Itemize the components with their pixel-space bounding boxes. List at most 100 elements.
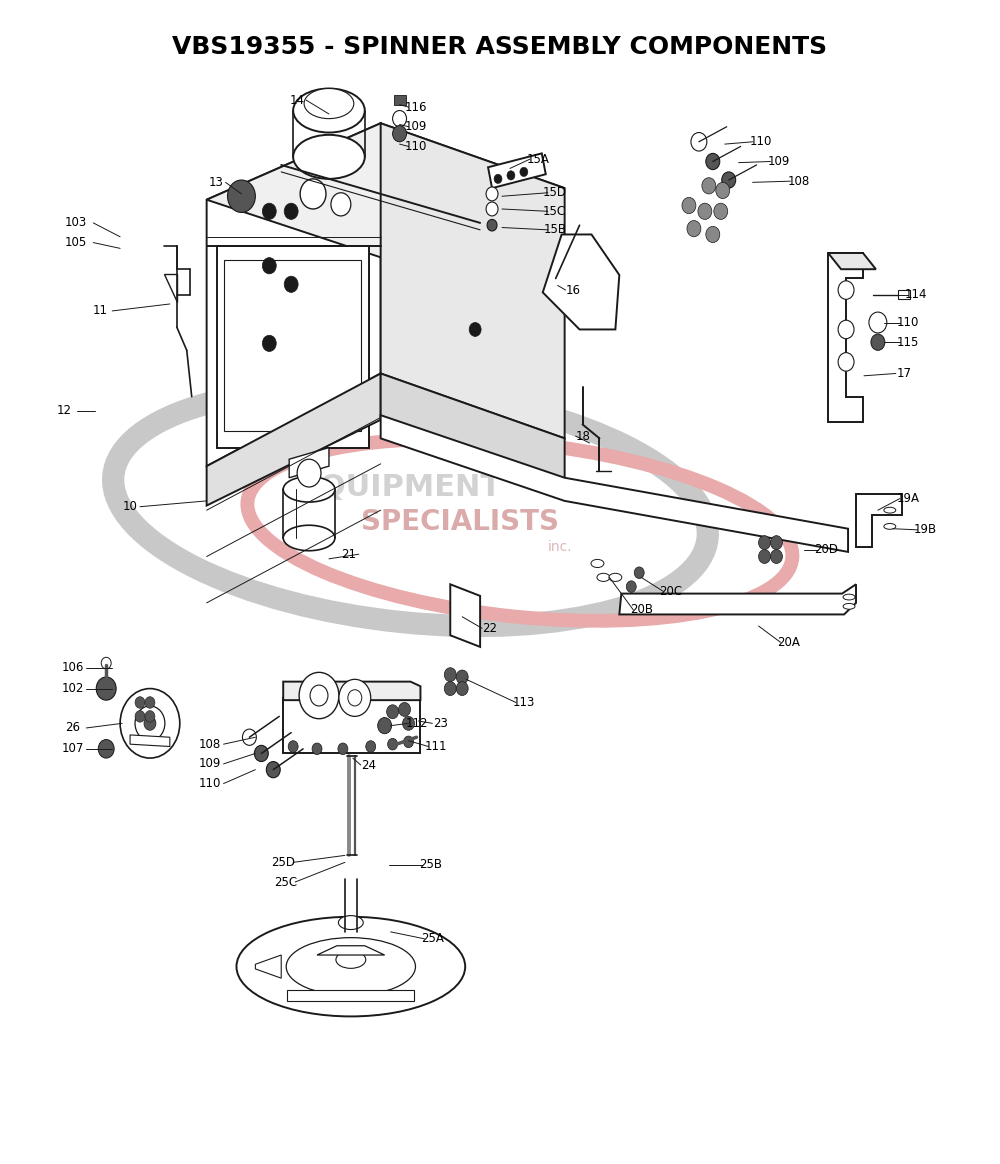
Circle shape bbox=[706, 154, 720, 170]
Circle shape bbox=[366, 740, 376, 752]
Polygon shape bbox=[828, 253, 863, 423]
Text: 108: 108 bbox=[198, 738, 221, 751]
Circle shape bbox=[507, 171, 515, 180]
Circle shape bbox=[520, 168, 528, 177]
Text: inc.: inc. bbox=[547, 540, 572, 554]
Text: 24: 24 bbox=[361, 759, 376, 772]
Text: 15C: 15C bbox=[543, 205, 566, 218]
Text: SPECIALISTS: SPECIALISTS bbox=[361, 508, 559, 535]
Text: 15B: 15B bbox=[543, 223, 566, 236]
Text: 20B: 20B bbox=[630, 603, 653, 616]
Text: 110: 110 bbox=[897, 315, 919, 329]
Text: 102: 102 bbox=[61, 682, 84, 695]
Text: 110: 110 bbox=[404, 140, 427, 152]
Text: 22: 22 bbox=[483, 622, 498, 634]
Text: 13: 13 bbox=[209, 176, 224, 189]
Polygon shape bbox=[488, 154, 546, 189]
Text: 116: 116 bbox=[404, 100, 427, 114]
Circle shape bbox=[144, 716, 156, 730]
Polygon shape bbox=[543, 234, 619, 329]
Text: 107: 107 bbox=[61, 743, 84, 755]
Text: 103: 103 bbox=[64, 217, 86, 229]
Ellipse shape bbox=[336, 951, 366, 968]
Text: 109: 109 bbox=[198, 758, 221, 771]
Text: EQUIPMENT: EQUIPMENT bbox=[299, 473, 502, 502]
Ellipse shape bbox=[884, 508, 896, 513]
Circle shape bbox=[310, 686, 328, 705]
Text: 14: 14 bbox=[290, 93, 305, 107]
Circle shape bbox=[300, 179, 326, 210]
Polygon shape bbox=[317, 946, 385, 954]
Polygon shape bbox=[450, 584, 480, 647]
Text: 17: 17 bbox=[896, 367, 911, 379]
Text: 25D: 25D bbox=[271, 856, 295, 868]
Circle shape bbox=[404, 736, 413, 747]
Circle shape bbox=[101, 658, 111, 669]
Circle shape bbox=[96, 677, 116, 701]
Circle shape bbox=[254, 745, 268, 761]
Circle shape bbox=[687, 220, 701, 236]
Text: VBS19355 - SPINNER ASSEMBLY COMPONENTS: VBS19355 - SPINNER ASSEMBLY COMPONENTS bbox=[172, 35, 828, 59]
Text: 23: 23 bbox=[433, 717, 448, 730]
Circle shape bbox=[706, 226, 720, 242]
Circle shape bbox=[403, 716, 414, 730]
Circle shape bbox=[135, 705, 165, 740]
Circle shape bbox=[469, 322, 481, 336]
Circle shape bbox=[284, 204, 298, 219]
Circle shape bbox=[331, 193, 351, 217]
Circle shape bbox=[262, 257, 276, 274]
Ellipse shape bbox=[843, 603, 855, 609]
Polygon shape bbox=[283, 682, 420, 701]
Text: 19A: 19A bbox=[896, 492, 919, 505]
Text: 109: 109 bbox=[767, 155, 790, 168]
Ellipse shape bbox=[338, 916, 363, 930]
Circle shape bbox=[378, 717, 392, 733]
Circle shape bbox=[135, 710, 145, 722]
Text: 105: 105 bbox=[64, 236, 86, 249]
Ellipse shape bbox=[843, 594, 855, 599]
Ellipse shape bbox=[293, 88, 365, 133]
Text: 15A: 15A bbox=[526, 152, 549, 165]
Text: 109: 109 bbox=[404, 120, 427, 133]
Ellipse shape bbox=[304, 88, 354, 119]
Circle shape bbox=[262, 204, 276, 219]
Circle shape bbox=[135, 697, 145, 708]
Circle shape bbox=[387, 704, 399, 718]
Circle shape bbox=[691, 133, 707, 151]
Polygon shape bbox=[224, 260, 361, 432]
Circle shape bbox=[487, 219, 497, 230]
Circle shape bbox=[338, 743, 348, 754]
Circle shape bbox=[759, 535, 770, 549]
Text: 110: 110 bbox=[198, 778, 221, 790]
Ellipse shape bbox=[609, 574, 622, 582]
Circle shape bbox=[871, 334, 885, 350]
Ellipse shape bbox=[884, 524, 896, 530]
Circle shape bbox=[456, 670, 468, 684]
Ellipse shape bbox=[597, 574, 610, 582]
Text: 111: 111 bbox=[425, 740, 448, 753]
Circle shape bbox=[716, 183, 730, 199]
Circle shape bbox=[98, 739, 114, 758]
Circle shape bbox=[838, 353, 854, 371]
Polygon shape bbox=[381, 374, 565, 480]
Circle shape bbox=[838, 320, 854, 339]
Circle shape bbox=[312, 743, 322, 754]
Polygon shape bbox=[207, 374, 381, 505]
Polygon shape bbox=[217, 246, 369, 448]
Circle shape bbox=[456, 682, 468, 696]
Text: 16: 16 bbox=[566, 284, 581, 297]
Text: 18: 18 bbox=[576, 430, 591, 442]
Circle shape bbox=[348, 690, 362, 705]
Polygon shape bbox=[207, 123, 381, 466]
Text: 110: 110 bbox=[749, 135, 772, 148]
Polygon shape bbox=[381, 416, 848, 552]
Text: 112: 112 bbox=[405, 717, 428, 730]
Circle shape bbox=[838, 281, 854, 299]
Polygon shape bbox=[619, 584, 856, 615]
Circle shape bbox=[634, 567, 644, 579]
Text: 21: 21 bbox=[341, 548, 356, 561]
Circle shape bbox=[494, 175, 502, 184]
Text: 25A: 25A bbox=[421, 932, 444, 945]
Text: 20A: 20A bbox=[777, 636, 800, 648]
Polygon shape bbox=[255, 954, 281, 978]
